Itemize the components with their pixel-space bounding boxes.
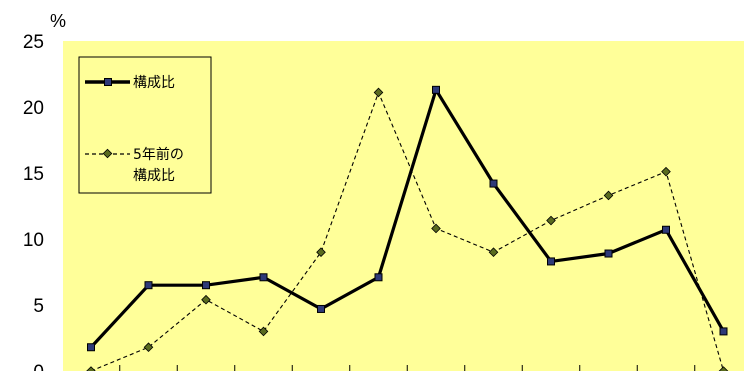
legend-box (78, 56, 212, 194)
y-axis-unit: % (50, 11, 66, 31)
series-2-point (661, 166, 671, 177)
series-2-point (718, 366, 729, 371)
y-tick-label: 15 (23, 164, 44, 185)
series-1-point (317, 304, 325, 313)
legend-marker-series-2 (102, 148, 113, 159)
series-1 (87, 85, 728, 352)
series-1-point (719, 327, 728, 336)
series-2 (86, 87, 729, 371)
y-tick-label: 5 (33, 296, 44, 317)
series-2-point (431, 223, 441, 234)
series-2-point (316, 247, 326, 258)
series-2-point (603, 190, 614, 201)
series-1-point (547, 257, 555, 266)
series-2-point (86, 366, 96, 371)
y-axis-tick-labels: 0 5 10 15 20 25 (23, 32, 44, 371)
series-2-point (373, 87, 384, 98)
series-1-point (202, 281, 210, 290)
series-1-point (489, 179, 498, 188)
y-tick-label: 10 (23, 230, 44, 251)
series-1-point (87, 343, 95, 352)
legend-label-series-2-line-2: 構成比 (133, 168, 175, 184)
y-tick-label: 0 (33, 362, 44, 371)
series-2-point (258, 326, 269, 337)
series-1-point (144, 281, 153, 290)
x-axis-ticks (119, 365, 696, 371)
legend-label-series-1: 構成比 (133, 75, 175, 91)
series-2-point (546, 215, 556, 226)
series-2-point (201, 294, 211, 305)
legend: 構成比 5年前の 構成比 (78, 56, 212, 194)
y-tick-label: 25 (23, 32, 44, 53)
y-tick-label: 20 (23, 98, 44, 119)
series-1-point (604, 249, 613, 258)
series-1-point (432, 85, 440, 94)
series-1-line (89, 85, 725, 349)
series-2-point (143, 342, 154, 353)
legend-label-series-2-line-1: 5年前の (133, 146, 184, 163)
series-1-point (259, 273, 268, 282)
series-1-point (374, 273, 383, 282)
series-2-point (488, 247, 499, 258)
series-1-point (662, 225, 670, 234)
legend-marker-series-1 (104, 78, 112, 86)
series-layer (86, 85, 729, 371)
